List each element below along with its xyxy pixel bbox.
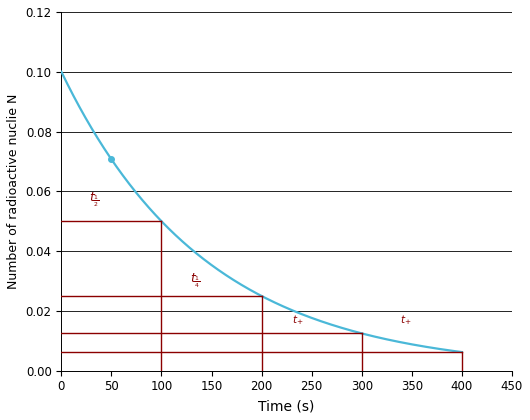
Text: $t_{+}$: $t_{+}$ [292,314,303,328]
Text: $t_{\frac{1}{4}}$: $t_{\frac{1}{4}}$ [190,272,200,290]
Text: $t_{\frac{1}{2}}$: $t_{\frac{1}{2}}$ [90,191,100,209]
X-axis label: Time (s): Time (s) [259,399,315,413]
Y-axis label: Number of radioactive nuclie N: Number of radioactive nuclie N [7,94,20,289]
Text: $t_{+}$: $t_{+}$ [400,314,411,328]
